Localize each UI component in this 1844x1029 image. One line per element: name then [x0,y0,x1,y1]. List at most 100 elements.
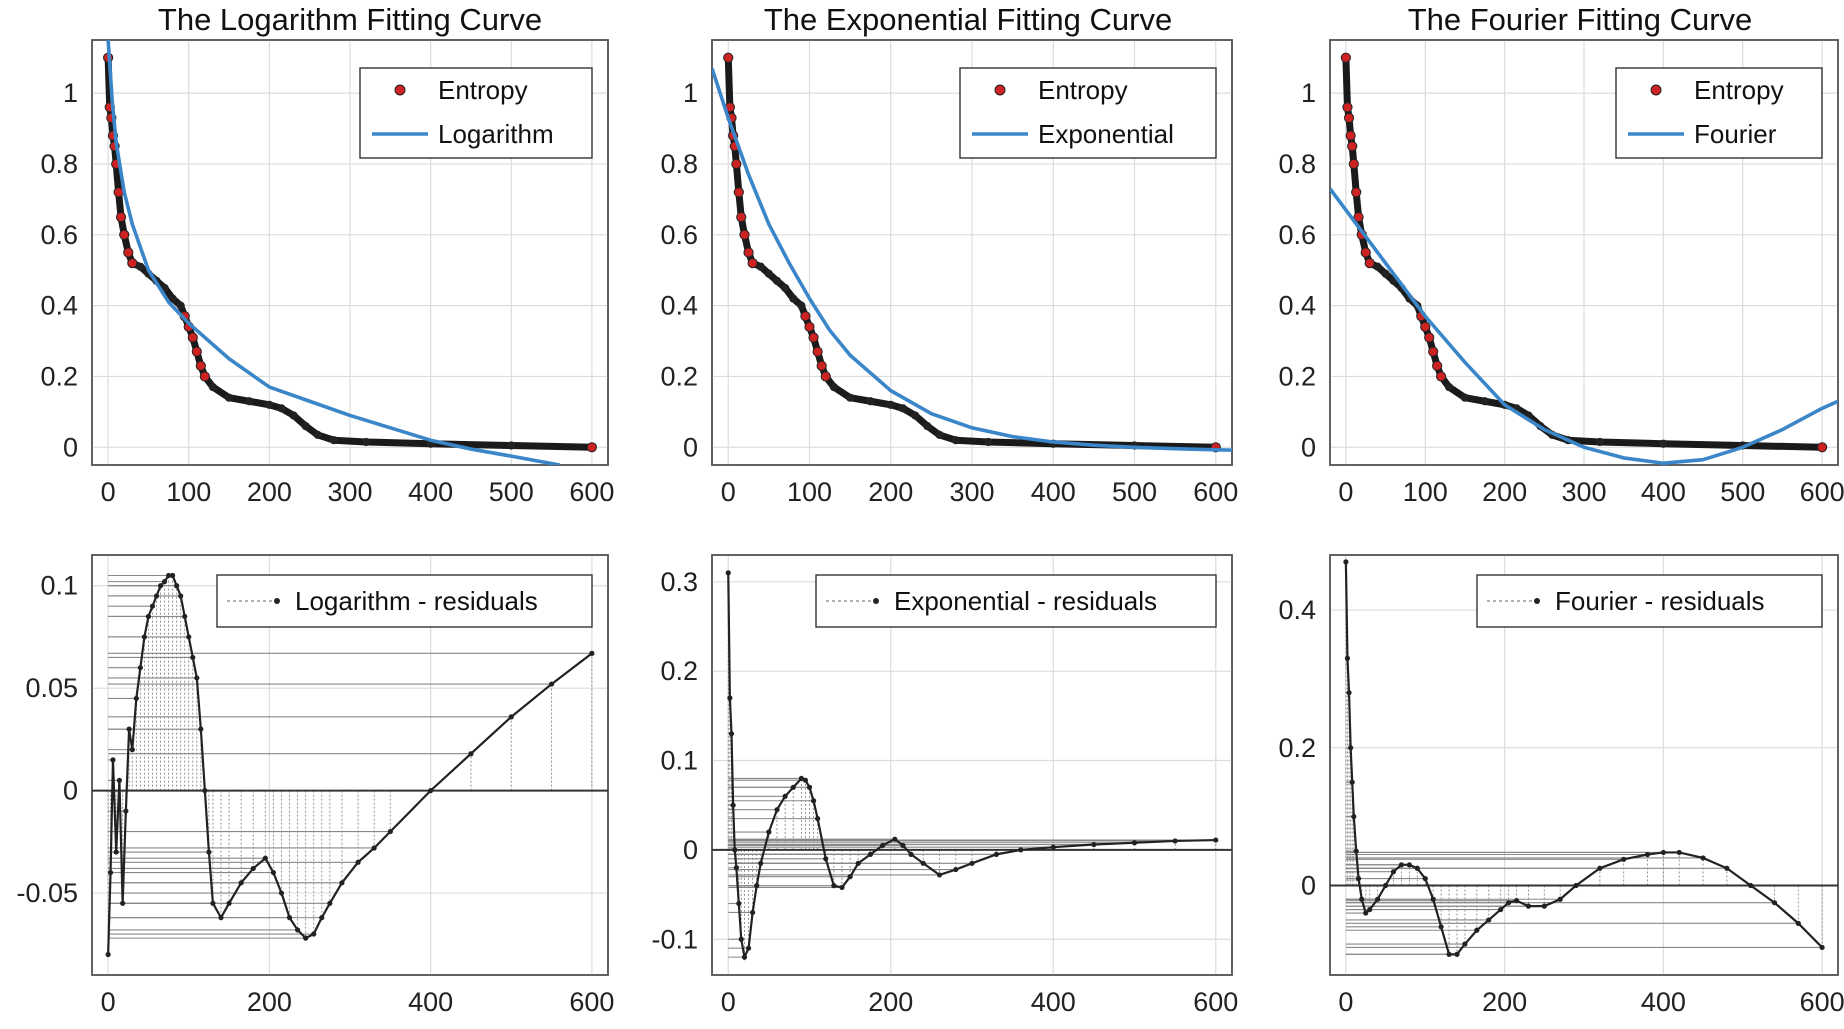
y-tick-label: 0.2 [1278,733,1316,763]
residual-point [855,860,861,866]
entropy-point [507,441,516,450]
entropy-point [1340,52,1351,63]
y-tick-label: 0.4 [40,291,78,321]
entropy-point [1460,393,1470,402]
entropy-point [736,211,747,223]
residual-point [806,784,813,790]
legend-label-entropy: Entropy [1038,75,1128,105]
residual-point [1454,951,1460,957]
residual-point [745,945,752,951]
plot-area [712,52,1232,453]
fit-curve [712,67,1232,452]
residual-point [1795,920,1801,926]
x-tick-label: 600 [1800,477,1844,507]
residual-point [303,935,309,941]
x-tick-label: 200 [868,477,913,507]
entropy-point [923,421,932,431]
x-tick-label: 100 [787,477,832,507]
panel-logarithm-residuals: 0 200 400 600 -0.05 0 0.05 0.1 Logarithm - resid… [16,554,614,1017]
residual-point [262,855,268,861]
residual-point [847,874,853,880]
entropy-point [1420,321,1431,332]
residual-point [1573,882,1579,889]
residual-point [732,847,738,853]
residual-point [815,816,821,822]
residual-point [839,884,845,891]
x-tick-label: 200 [1482,987,1527,1017]
residual-point [1660,849,1666,856]
axes-border [1329,39,1839,466]
residual-point [1343,559,1349,565]
entropy-point [187,332,198,343]
x-tick-label: 600 [1193,477,1238,507]
entropy-point [804,321,815,332]
residual-point [1724,865,1730,871]
residual-point [1363,910,1369,916]
residual-point [145,613,152,620]
y-tick-label: 0.2 [660,361,698,391]
x-tick-label: 400 [1031,477,1076,507]
legend-swatch-marker [994,84,1006,96]
residual-point [1748,882,1754,889]
y-tick-label: -0.1 [651,924,698,954]
residual-point [1344,655,1351,661]
x-tick-label: 0 [721,477,736,507]
residual-point [548,681,555,687]
y-tick-label: 0.4 [1278,595,1316,625]
residual-point [908,851,914,857]
residual-point [1644,851,1651,858]
legend-label: Exponential - residuals [894,586,1157,616]
residual-point [153,593,160,599]
residual-point [137,665,143,671]
x-tick-label: 0 [101,477,116,507]
residual-point [1513,898,1520,904]
residual-point [900,842,906,849]
residual-point [1349,779,1355,785]
entropy-point [1348,158,1359,170]
x-tick-label: 100 [1403,477,1448,507]
y-tick-label: 0.8 [1278,149,1316,179]
residual-point [1474,927,1480,933]
y-tick-label: 0.6 [660,220,698,250]
panel-exponential-residuals: 0 200 400 600 -0.1 0 0.1 0.2 0.3 Exponential - re… [651,554,1238,1017]
legend-label-fit: Exponential [1038,119,1174,149]
entropy-point [1817,442,1828,453]
residual-point [1541,903,1547,909]
entropy-point [208,382,218,392]
y-tick-label: 0.4 [1278,291,1316,321]
axes-border [91,554,609,976]
residual-point [867,851,874,857]
entropy-point [245,397,254,406]
axes-border [711,39,1233,466]
plot-area [92,572,608,958]
entropy-point [1373,262,1382,271]
entropy-point [1353,211,1364,223]
residual-point [1406,862,1412,868]
entropy-point [329,436,338,445]
entropy-point [816,360,827,371]
y-tick-label: 0.1 [40,571,78,601]
entropy-point [820,371,831,382]
residual-point [1348,745,1354,751]
residual-point [319,915,325,921]
entropy-point [1428,346,1439,357]
residual-point [953,866,959,873]
entropy-point [586,442,597,453]
residual-point [730,802,736,808]
y-tick-label: 0 [63,432,78,462]
residual-point [190,654,196,661]
residual-point [149,603,156,609]
entropy-point [1351,187,1362,198]
entropy-point [800,311,811,322]
entropy-point [265,400,274,409]
y-tick-label: 1 [1301,78,1316,108]
residual-point [294,927,301,933]
x-tick-label: 300 [327,477,372,507]
legend-box [815,574,1217,628]
entropy-point [731,158,742,170]
residual-point [589,650,595,656]
entropy-point [764,269,773,278]
y-tick-label: 0.8 [40,149,78,179]
entropy-point [301,421,310,431]
residual-point [218,915,224,921]
